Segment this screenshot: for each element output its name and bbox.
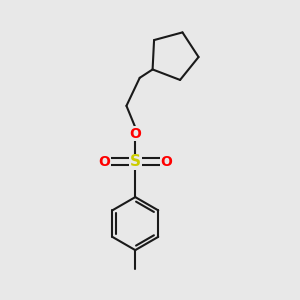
Text: O: O bbox=[98, 155, 110, 169]
Text: O: O bbox=[160, 155, 172, 169]
Text: S: S bbox=[130, 154, 141, 169]
Text: O: O bbox=[129, 127, 141, 141]
